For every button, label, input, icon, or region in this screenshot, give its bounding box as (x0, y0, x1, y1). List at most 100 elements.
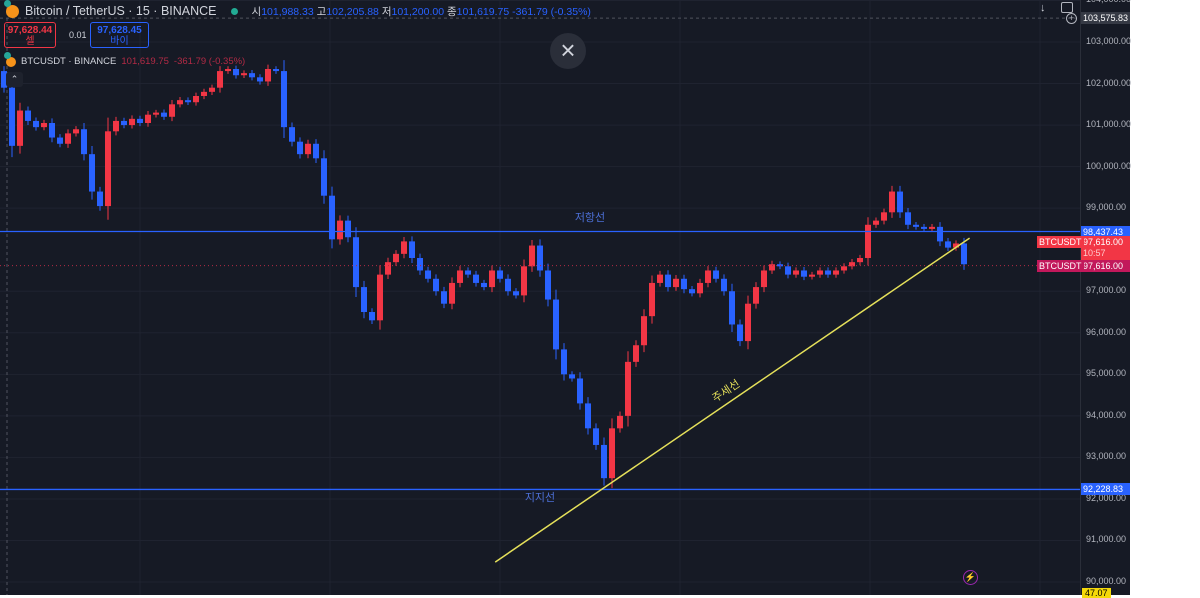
price-axis[interactable] (1080, 0, 1130, 595)
candle-body (273, 69, 279, 72)
high-value: 102,205.88 (326, 5, 379, 18)
candle-body (233, 69, 239, 76)
candle-body (737, 324, 743, 342)
candle-body (953, 243, 959, 248)
candle-body (865, 224, 871, 259)
candle-body (417, 258, 423, 271)
series-price: 101,619.75 (121, 56, 169, 67)
support-price-label: 92,228.83 (1081, 483, 1130, 496)
candle-body (801, 270, 807, 277)
candle-body (17, 110, 23, 146)
symbol-title[interactable]: Bitcoin / TetherUS · 15 · BINANCE (25, 4, 217, 18)
resistance-label: 저항선 (575, 211, 605, 224)
candle-body (65, 133, 71, 144)
collapse-legend-button[interactable]: ⌃ (6, 72, 23, 87)
candle-body (689, 289, 695, 294)
candle-body (385, 262, 391, 275)
series-symbol[interactable]: BTCUSDT · BINANCE (21, 56, 117, 67)
sell-price: 97,628.44 (7, 25, 53, 36)
candle-body (825, 270, 831, 275)
candle-body (593, 428, 599, 445)
close-button[interactable]: × (550, 33, 586, 69)
candle-body (393, 253, 399, 263)
price-tick-label: 93,000.00 (1086, 451, 1127, 462)
scroll-down-button[interactable]: ↓ (1040, 2, 1046, 14)
price-tick-label: 97,000.00 (1086, 285, 1127, 296)
candle-body (401, 241, 407, 254)
candle-body (337, 220, 343, 240)
candle-body (153, 112, 159, 115)
bottom-badge: 47.07 (1082, 588, 1111, 598)
candle-body (809, 274, 815, 277)
chevron-up-icon: ⌃ (10, 74, 19, 84)
candle-body (921, 226, 927, 229)
sell-label: 셀 (25, 36, 35, 47)
candle-body (769, 264, 775, 271)
sell-button[interactable]: 97,628.44 셀 (4, 22, 56, 48)
candle-body (601, 444, 607, 479)
candle-body (505, 278, 511, 292)
market-open-dot-icon (230, 7, 238, 15)
candle-body (761, 270, 767, 288)
last-price-label: 97,616.00 (1081, 259, 1130, 272)
candle-body (137, 118, 143, 124)
candle-body (177, 100, 183, 105)
candle-body (57, 137, 63, 144)
lightning-button[interactable]: ⚡ (963, 570, 978, 585)
candle-body (313, 143, 319, 159)
series-legend: BTCUSDT · BINANCE 101,619.75 -361.79 (-0… (4, 51, 245, 67)
candle-body (329, 195, 335, 240)
candle-body (281, 71, 287, 128)
candle-body (897, 191, 903, 213)
price-tick-label: 101,000.00 (1086, 119, 1132, 130)
fullscreen-button[interactable] (1061, 2, 1073, 13)
lightning-icon: ⚡ (964, 572, 977, 582)
candle-body (641, 316, 647, 346)
price-tick-label: 91,000.00 (1086, 534, 1127, 545)
bitcoin-logo-icon (4, 51, 16, 67)
candle-body (257, 77, 263, 82)
buy-label: 바이 (110, 36, 129, 47)
close-label: 종 (446, 5, 457, 18)
add-button[interactable]: + (1066, 13, 1077, 24)
change-value: -361.79 (-0.35%) (512, 5, 591, 18)
open-label: 시 (251, 5, 262, 18)
candle-body (553, 299, 559, 350)
candle-body (169, 104, 175, 117)
candle-body (105, 131, 111, 207)
candle-body (249, 73, 255, 78)
candle-body (665, 274, 671, 288)
candle-body (873, 220, 879, 225)
candle-body (113, 120, 119, 132)
candle-body (193, 96, 199, 103)
candle-body (33, 120, 39, 128)
price-tick-label: 99,000.00 (1086, 202, 1127, 213)
buy-button[interactable]: 97,628.45 바이 (90, 22, 149, 48)
candle-body (833, 270, 839, 275)
candle-body (369, 312, 375, 321)
candle-body (537, 245, 543, 271)
ohlc-legend: 시101,988.33 고102,205.88 저101,200.00 종101… (252, 4, 591, 19)
candle-body (209, 87, 215, 92)
trendline-label: 주세선 (710, 377, 742, 405)
close-icon: × (560, 35, 576, 65)
candle-body (25, 110, 31, 121)
candle-body (225, 69, 231, 72)
price-tick-label: 100,000.00 (1086, 160, 1132, 171)
candle-body (97, 191, 103, 207)
candle-body (545, 270, 551, 300)
candle-body (633, 345, 639, 362)
support-label: 지지선 (525, 491, 555, 504)
candle-body (849, 262, 855, 267)
candle-body (577, 378, 583, 404)
candle-body (905, 212, 911, 225)
candle-body (409, 241, 415, 259)
symbol-header: Bitcoin / TetherUS · 15 · BINANCE 시101,9… (4, 0, 591, 19)
candle-body (121, 120, 127, 126)
symbol-tag: BTCUSDT (1037, 259, 1084, 272)
arrow-down-icon: ↓ (1040, 2, 1046, 14)
candle-body (745, 303, 751, 342)
candle-body (521, 266, 527, 296)
